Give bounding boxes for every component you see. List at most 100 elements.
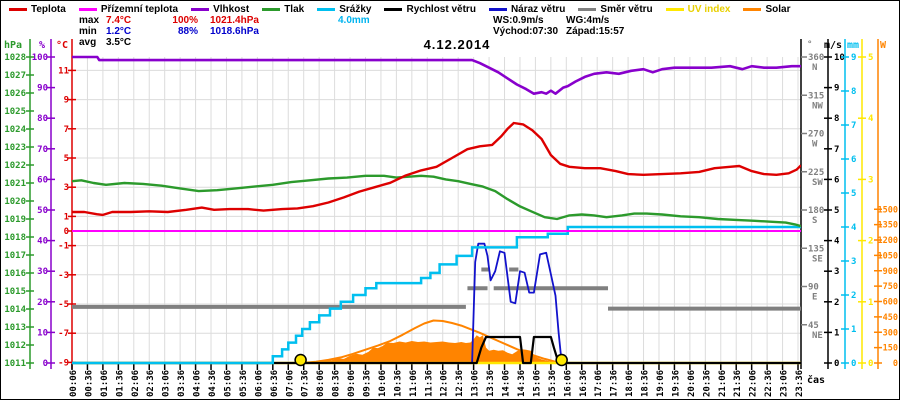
tick-label: 4 [834, 237, 840, 247]
series-solar-clear-sky [300, 319, 562, 364]
tick-label: 11 [58, 66, 69, 76]
legend-label: Teplota [31, 4, 66, 15]
tick-label: 20 [37, 298, 48, 308]
tick-label: 1022 [4, 161, 26, 171]
legend-label: Tlak [284, 4, 305, 15]
tick-label: 19:36 [671, 370, 681, 397]
tick-label: 20:06 [687, 370, 697, 397]
series-wind-gust [72, 242, 801, 364]
wind-speed-stat: WS:0.9m/s [493, 15, 544, 26]
sun-stats-row: Východ:07:30 Západ:15:57 [493, 26, 624, 37]
tick-label: 8 [834, 114, 839, 124]
tick-label: SW [812, 178, 823, 188]
legend-item: Přízemní teplota [78, 4, 178, 15]
stats-right: WS:0.9m/s WG:4m/s Východ:07:30 Západ:15:… [493, 15, 624, 37]
tick-label: 14:36 [517, 370, 527, 397]
tick-label: 22:06 [749, 370, 759, 397]
legend-swatch [191, 8, 210, 11]
tick-label: 180 [808, 206, 824, 216]
tick-label: 4 [851, 223, 857, 233]
tick-label: 1024 [4, 125, 26, 135]
tick-label: 1012 [4, 341, 26, 351]
tick-label: 1027 [4, 71, 26, 81]
tick-label: 1020 [4, 197, 26, 207]
sunrise-stat: Východ:07:30 [493, 26, 559, 37]
legend-label: Srážky [339, 4, 372, 15]
tick-label: 18:36 [641, 370, 651, 397]
tick-label: 0 [43, 359, 48, 369]
legend-item: Směr větru [578, 4, 653, 15]
tick-label: 2 [868, 237, 873, 247]
legend-item: Solar [743, 4, 790, 15]
tick-label: 90 [808, 283, 819, 293]
tick-label: 06:36 [270, 370, 280, 397]
tick-label: 0 [868, 359, 873, 369]
tick-label: 08:06 [316, 370, 326, 397]
tick-label: 3 [64, 183, 69, 193]
tick-label: 2 [834, 298, 839, 308]
legend-swatch [262, 8, 281, 11]
legend-swatch [665, 8, 684, 11]
chart-title: 4.12.2014 [423, 37, 491, 52]
tick-label: 12:36 [455, 370, 465, 397]
tick-label: SE [812, 254, 823, 264]
legend-swatch [78, 8, 97, 11]
tick-label: 09:06 [347, 370, 357, 397]
tick-label: 1025 [4, 107, 26, 117]
tick-label: 11:36 [424, 370, 434, 397]
tick-label: 1 [851, 325, 856, 335]
tick-label: 360 [808, 53, 824, 63]
tick-label: 90 [37, 84, 48, 94]
tick-label: -1 [58, 242, 69, 252]
tick-label: 6 [834, 175, 839, 185]
tick-label: 8 [851, 87, 856, 97]
tick-label: NE [812, 331, 823, 341]
tick-label: 600 [883, 298, 898, 308]
series-wind-speed [72, 335, 801, 365]
tick-label: S [812, 216, 817, 226]
max-temp: 7.4°C [106, 15, 132, 26]
tick-label: NW [812, 101, 823, 111]
tick-label: -5 [58, 300, 69, 310]
tick-label: 900 [883, 267, 898, 277]
tick-label: 5 [851, 189, 856, 199]
tick-label: 0 [851, 359, 856, 369]
min-humidity: 88% [177, 26, 198, 37]
tick-label: -9 [58, 358, 69, 368]
tick-label: 3 [834, 267, 839, 277]
tick-label: 1023 [4, 143, 26, 153]
tick-label: 11:06 [409, 370, 419, 397]
series-pressure [72, 174, 801, 228]
tick-label: 21:36 [733, 370, 743, 397]
tick-label: 2 [851, 291, 856, 301]
axes: 1028102710261025102410231022102110201019… [4, 39, 898, 397]
legend-label: UV index [687, 4, 731, 15]
max-label: max [79, 15, 100, 26]
min-label: min [79, 26, 97, 37]
tick-label: 1019 [4, 215, 26, 225]
legend-swatch [9, 8, 27, 11]
legend-item: Náraz větru [488, 4, 565, 15]
tick-label: 22:36 [764, 370, 774, 397]
legend-item: Tlak [262, 4, 304, 15]
tick-label: 23:36 [795, 370, 805, 397]
tick-label: 21:06 [718, 370, 728, 397]
tick-label: 02:36 [146, 370, 156, 397]
tick-label: 9 [64, 96, 69, 106]
series-rain-cumulative [72, 225, 801, 365]
tick-label: 5 [64, 154, 69, 164]
tick-label: 3 [868, 175, 873, 185]
legend-swatch [384, 8, 403, 11]
tick-label: 09:36 [362, 370, 372, 397]
sunset-marker [555, 353, 568, 367]
tick-label: 04:36 [208, 370, 218, 397]
tick-label: mm [847, 40, 859, 51]
tick-label: 03:36 [177, 370, 187, 397]
tick-label: 100 [32, 53, 48, 63]
stats-row-avg: avg 3.5°C [79, 37, 370, 48]
tick-label: 04:06 [193, 370, 203, 397]
tick-label: 02:06 [131, 370, 141, 397]
tick-label: 60 [37, 175, 48, 185]
tick-label: 4 [868, 114, 874, 124]
tick-label: 0 [893, 359, 898, 369]
